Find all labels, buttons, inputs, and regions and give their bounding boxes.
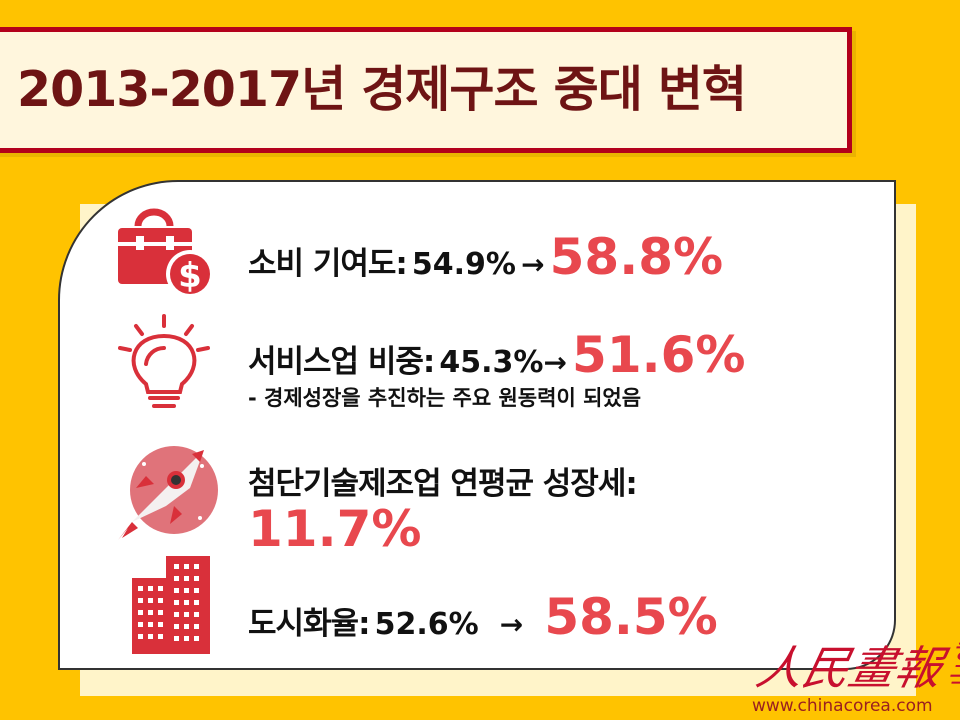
stat-note: - 경제성장을 추진하는 주요 원동력이 되었음 [248,386,642,410]
svg-text:$: $ [178,256,202,296]
shopping-bag-dollar-icon: $ [118,208,214,298]
stat-label: 소비 기여도: [248,246,408,282]
title-box: 2013-2017년 경제구조 중대 변혁 [0,27,852,153]
arrow-icon: → [521,248,545,281]
building-icon [132,556,210,654]
stat-to-value: 11.7% [248,500,422,558]
page-title: 2013-2017년 경제구조 중대 변혁 [17,61,747,118]
stat-consumption: 소비 기여도: 54.9% → 58.8% [248,228,723,286]
rocket-icon [118,446,218,540]
publisher-logo: 人民畫報중국 [751,632,960,698]
stat-to-value: 58.5% [544,588,718,646]
stat-service-share: 서비스업 비중: 45.3%→ 51.6% [248,326,746,384]
stat-label: 첨단기술제조업 연평균 성장세: [248,466,638,502]
arrow-icon: → [543,346,567,379]
stat-urbanization: 도시화율: 52.6% → 58.5% [248,588,718,646]
stat-hightech-growth: 첨단기술제조업 연평균 성장세: [248,458,638,503]
stat-to-value: 58.8% [549,228,724,286]
stat-label: 도시화율: [248,606,370,642]
lightbulb-icon [118,314,210,408]
publisher-url: www.chinacorea.com [752,696,933,716]
stat-from-value: 45.3% [439,345,544,380]
stat-label: 서비스업 비중: [248,344,435,380]
stat-hightech-value-row: 11.7% [248,500,421,558]
stat-from-value: 52.6% [374,607,479,642]
logo-script-text: 人民畫報 [751,641,948,695]
stat-to-value: 51.6% [572,326,746,384]
arrow-icon: → [499,608,524,641]
stat-from-value: 54.9% [411,247,516,282]
